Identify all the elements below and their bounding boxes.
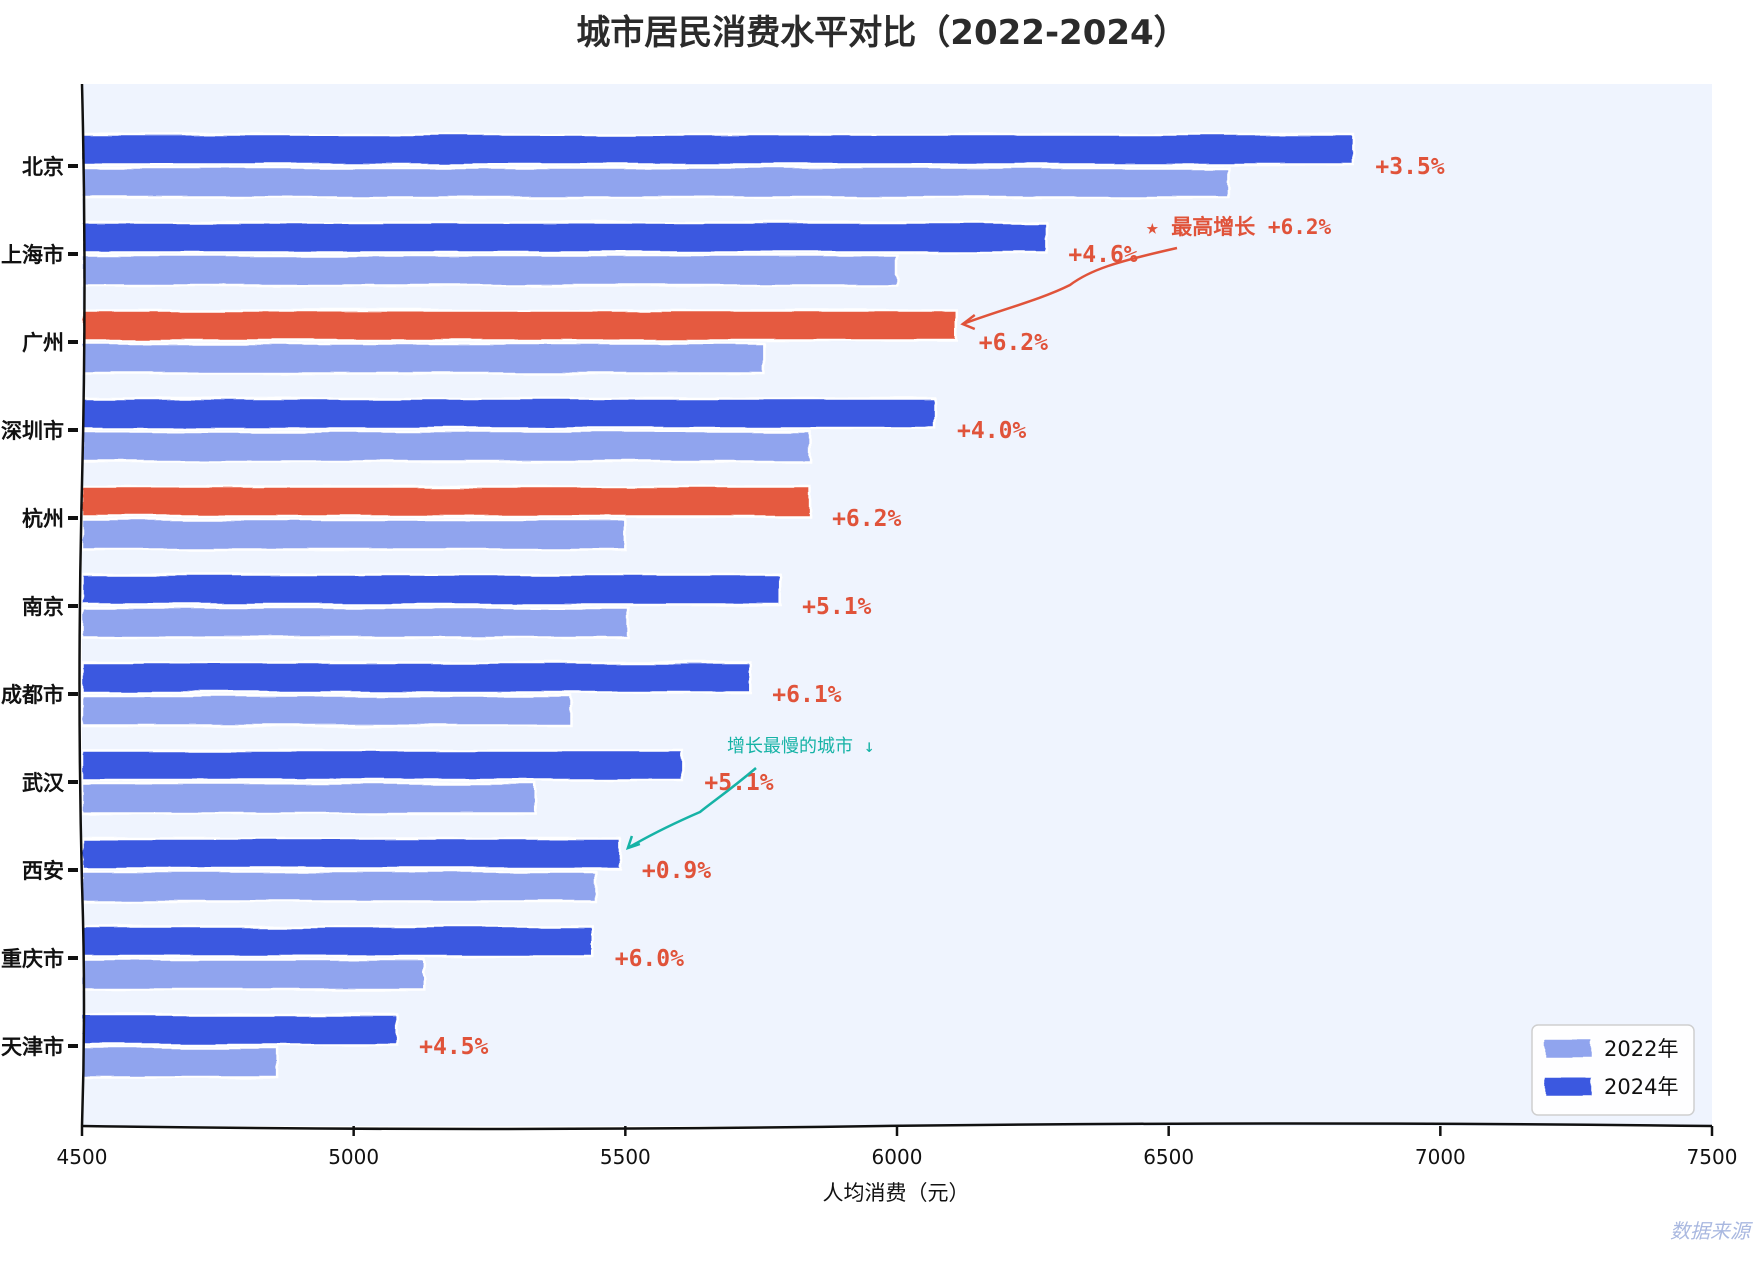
- legend-label-2022年: 2022年: [1604, 1037, 1678, 1061]
- bar-2022-成都市: [80, 694, 573, 727]
- legend-label-2024年: 2024年: [1604, 1075, 1678, 1099]
- growth-label-杭州: +6.2%: [832, 506, 901, 532]
- annotation-arrow-slowest: [627, 767, 757, 850]
- bar-2022-西安: [80, 870, 597, 903]
- y-tick-label-广州: 广州: [22, 331, 64, 355]
- y-tick-label-杭州: 杭州: [22, 507, 64, 531]
- y-tick-label-武汉: 武汉: [22, 771, 65, 795]
- bar-2024-杭州: [80, 485, 812, 518]
- bar-2022-天津市: [80, 1046, 279, 1079]
- bar-2022-重庆市: [80, 958, 426, 991]
- y-tick-label-深圳市: 深圳市: [1, 419, 64, 443]
- x-tick-label-7000: 7000: [1415, 1145, 1466, 1169]
- bar-2024-北京: [80, 133, 1355, 166]
- annotation-slowest-growth: 增长最慢的城市 ↓: [727, 736, 875, 757]
- watermark: 数据来源: [1670, 1219, 1753, 1243]
- legend: 2022年 2024年: [1531, 1024, 1695, 1116]
- growth-label-天津市: +4.5%: [419, 1034, 488, 1060]
- annotation-arrowhead-slowest: [625, 835, 641, 850]
- chart-title: 城市居民消费水平对比（2022-2024）: [576, 13, 1187, 53]
- y-tick-label-成都市: 成都市: [1, 683, 64, 707]
- bar-2024-重庆市: [80, 925, 594, 958]
- growth-label-深圳市: +4.0%: [957, 418, 1026, 444]
- growth-label-北京: +3.5%: [1375, 154, 1444, 180]
- x-tick-label-6000: 6000: [872, 1145, 923, 1169]
- x-tick-label-6500: 6500: [1143, 1145, 1194, 1169]
- annotation-highest-growth: ★ 最高增长 +6.2%: [1146, 215, 1332, 239]
- y-tick-label-上海市: 上海市: [1, 243, 64, 267]
- bar-2024-西安: [80, 837, 622, 870]
- bar-2022-杭州: [80, 518, 627, 551]
- bar-2024-南京: [80, 573, 782, 606]
- growth-label-成都市: +6.1%: [772, 682, 841, 708]
- bar-2024-上海市: [80, 221, 1048, 254]
- bar-2022-武汉: [80, 782, 537, 815]
- bar-2024-天津市: [80, 1013, 399, 1046]
- y-tick-label-西安: 西安: [22, 859, 64, 883]
- bar-2022-上海市: [80, 254, 899, 287]
- growth-label-西安: +0.9%: [642, 858, 711, 884]
- y-axis-line: [78, 83, 86, 1127]
- x-axis-line: [81, 1122, 1713, 1131]
- growth-label-重庆市: +6.0%: [615, 946, 684, 972]
- x-tick-label-5000: 5000: [328, 1145, 379, 1169]
- y-tick-label-天津市: 天津市: [1, 1035, 64, 1059]
- bar-2024-成都市: [80, 661, 752, 694]
- bar-2024-广州: [80, 309, 959, 342]
- x-tick-label-7500: 7500: [1687, 1145, 1738, 1169]
- y-tick-label-北京: 北京: [22, 155, 64, 179]
- bar-2022-南京: [80, 606, 630, 639]
- growth-label-南京: +5.1%: [802, 594, 871, 620]
- y-tick-label-南京: 南京: [22, 595, 64, 619]
- annotation-arrowhead-highest: [960, 314, 976, 331]
- bar-2022-广州: [80, 342, 766, 375]
- x-axis-title: 人均消费（元）: [823, 1181, 970, 1205]
- legend-swatch-2024年: [1543, 1076, 1593, 1096]
- annotation-arrow-highest: [962, 246, 1178, 326]
- bar-2022-深圳市: [80, 430, 812, 463]
- growth-label-广州: +6.2%: [979, 330, 1048, 356]
- x-tick-label-4500: 4500: [57, 1145, 108, 1169]
- bar-2022-北京: [80, 166, 1230, 199]
- y-tick-label-重庆市: 重庆市: [1, 947, 64, 971]
- bar-2024-武汉: [80, 749, 684, 782]
- x-tick-label-5500: 5500: [600, 1145, 651, 1169]
- growth-label-上海市: +4.6%: [1068, 242, 1137, 268]
- bar-2024-深圳市: [80, 397, 937, 430]
- legend-swatch-2022年: [1543, 1038, 1593, 1058]
